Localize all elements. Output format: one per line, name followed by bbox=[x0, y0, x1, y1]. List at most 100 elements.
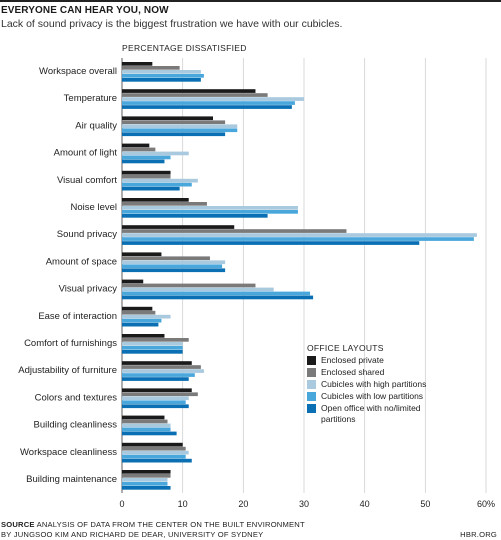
bar bbox=[122, 454, 186, 459]
bar bbox=[122, 377, 189, 381]
category-label: Visual privacy bbox=[59, 284, 118, 295]
x-tick-label: 10 bbox=[178, 499, 188, 509]
bar bbox=[122, 482, 168, 486]
bar bbox=[122, 252, 162, 257]
category-label: Air quality bbox=[75, 120, 117, 131]
bar bbox=[122, 159, 165, 164]
bar bbox=[122, 400, 186, 405]
bar bbox=[122, 295, 314, 300]
bar bbox=[122, 486, 171, 490]
bar bbox=[122, 396, 189, 401]
category-label: Amount of space bbox=[46, 256, 117, 267]
bar bbox=[122, 470, 171, 474]
x-tick-label: 40 bbox=[360, 499, 370, 509]
bar bbox=[122, 388, 192, 393]
bar bbox=[122, 283, 256, 288]
bar bbox=[122, 256, 210, 261]
category-label: Building cleanliness bbox=[34, 420, 118, 431]
x-tick-label: 50 bbox=[420, 499, 430, 509]
bar bbox=[122, 229, 347, 233]
bar bbox=[122, 225, 235, 229]
bar bbox=[122, 260, 226, 265]
bar bbox=[122, 97, 304, 101]
legend-label: Open office with no/limited partitions bbox=[321, 403, 421, 424]
legend-item-cubicles-low: Cubicles with low partitions bbox=[307, 391, 501, 402]
bar bbox=[122, 318, 162, 323]
bar bbox=[122, 287, 274, 292]
bar bbox=[122, 361, 192, 365]
bar bbox=[122, 268, 226, 273]
category-label: Building maintenance bbox=[26, 474, 117, 485]
bar bbox=[122, 404, 189, 409]
category-label: Amount of light bbox=[54, 148, 118, 159]
bar bbox=[122, 314, 171, 319]
legend: OFFICE LAYOUTS Enclosed private Enclosed… bbox=[307, 343, 501, 425]
legend-label: Cubicles with high partitions bbox=[321, 379, 427, 389]
bar bbox=[122, 392, 198, 397]
bar bbox=[122, 147, 156, 152]
bar bbox=[122, 198, 189, 202]
hbr-credit: HBR.ORG bbox=[460, 530, 497, 539]
bar bbox=[122, 264, 223, 269]
category-label: Sound privacy bbox=[57, 229, 117, 240]
bar bbox=[122, 458, 192, 463]
top-rule bbox=[0, 0, 501, 2]
bar bbox=[122, 237, 474, 241]
legend-title: OFFICE LAYOUTS bbox=[307, 343, 384, 353]
bar bbox=[122, 241, 420, 245]
bar bbox=[122, 350, 183, 354]
bar bbox=[122, 478, 168, 482]
bar bbox=[122, 174, 171, 179]
bar bbox=[122, 89, 256, 93]
bar bbox=[122, 124, 238, 129]
bar bbox=[122, 105, 292, 109]
bar bbox=[122, 128, 238, 133]
bar bbox=[122, 334, 165, 338]
bar bbox=[122, 442, 183, 447]
bar bbox=[122, 373, 195, 377]
chart-subtitle: Lack of sound privacy is the biggest fru… bbox=[1, 18, 343, 30]
bar bbox=[122, 143, 150, 148]
legend-item-enclosed-private: Enclosed private bbox=[307, 355, 501, 366]
bar bbox=[122, 306, 153, 311]
bar bbox=[122, 186, 180, 191]
category-label: Ease of interaction bbox=[38, 311, 117, 322]
bar bbox=[122, 279, 144, 284]
bar bbox=[122, 151, 189, 156]
chart-title: EVERYONE CAN HEAR YOU, NOW bbox=[1, 5, 169, 16]
bar bbox=[122, 369, 204, 373]
category-label: Colors and textures bbox=[35, 392, 118, 403]
bar bbox=[122, 427, 171, 432]
bar bbox=[122, 101, 295, 105]
bar bbox=[122, 423, 171, 428]
bar bbox=[122, 182, 192, 187]
legend-swatch bbox=[307, 404, 316, 413]
legend-label: Enclosed private bbox=[321, 355, 384, 365]
bar bbox=[122, 66, 180, 70]
bar bbox=[122, 419, 168, 424]
category-label: Comfort of furnishings bbox=[24, 338, 117, 349]
source-note: SOURCE ANALYSIS OF DATA FROM THE CENTER … bbox=[1, 520, 305, 540]
bar bbox=[122, 206, 298, 210]
bar bbox=[122, 178, 198, 183]
bar bbox=[122, 474, 171, 478]
x-tick-label: 30 bbox=[299, 499, 309, 509]
bar bbox=[122, 170, 171, 175]
x-tick-label: 0 bbox=[119, 499, 124, 509]
bar bbox=[122, 450, 189, 455]
category-label: Noise level bbox=[71, 202, 117, 213]
source-label: SOURCE bbox=[1, 520, 35, 529]
bar bbox=[122, 310, 156, 315]
legend-swatch bbox=[307, 392, 316, 401]
category-label: Adjustability of furniture bbox=[18, 365, 117, 376]
bar bbox=[122, 116, 213, 121]
legend-item-cubicles-high: Cubicles with high partitions bbox=[307, 379, 501, 390]
bar bbox=[122, 93, 268, 97]
legend-swatch bbox=[307, 356, 316, 365]
bar bbox=[122, 214, 268, 218]
source-text: ANALYSIS OF DATA FROM THE CENTER ON THE … bbox=[36, 520, 305, 529]
legend-label: Cubicles with low partitions bbox=[321, 391, 424, 401]
legend-item-open-office: Open office with no/limited partitions bbox=[307, 403, 501, 425]
bar bbox=[122, 70, 201, 74]
